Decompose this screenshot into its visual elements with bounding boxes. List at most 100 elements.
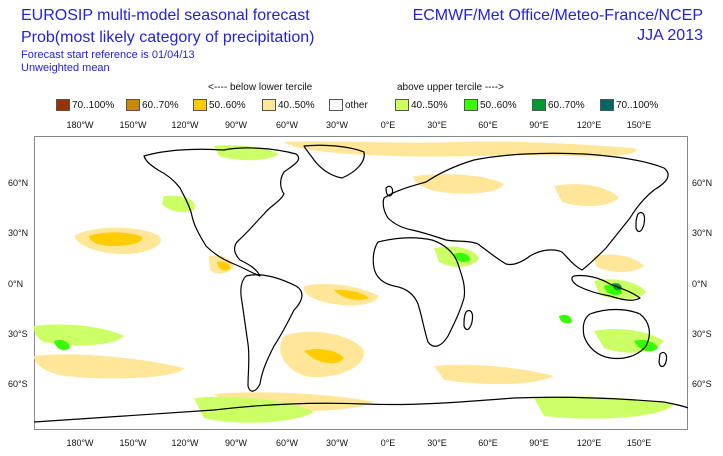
- shade-above-40-50: [34, 324, 124, 346]
- legend-label: 70..100%: [72, 99, 115, 111]
- coast-north-america: [143, 147, 300, 277]
- shade-below-50-60: [217, 261, 231, 271]
- lon-tick-top: 120°W: [171, 120, 199, 130]
- lon-tick-top: 180°W: [66, 120, 94, 130]
- lat-tick-right: 0°N: [692, 279, 708, 289]
- lon-tick-bottom: 90°E: [529, 438, 549, 448]
- lon-tick-top: 60°E: [478, 120, 498, 130]
- lon-tick-bottom: 60°W: [275, 438, 299, 448]
- lon-tick-top: 150°W: [119, 120, 147, 130]
- lat-tick-right: 30°N: [692, 228, 713, 238]
- lon-tick-bottom: 120°E: [576, 438, 602, 448]
- shade-above-40-50: [534, 396, 674, 419]
- legend-label: other: [345, 99, 368, 111]
- lon-tick-bottom: 90°W: [224, 438, 248, 448]
- lat-tick-left: 60°S: [8, 379, 28, 389]
- lon-tick-top: 90°W: [224, 120, 248, 130]
- coast-japan: [635, 211, 646, 233]
- forecast-start-label: Forecast start reference is 01/04/13: [21, 49, 195, 61]
- lon-tick-bottom: 30°E: [427, 438, 447, 448]
- lon-tick-bottom: 150°W: [119, 438, 147, 448]
- coast-new-zealand: [658, 351, 668, 368]
- shade-below-40-50: [434, 364, 554, 385]
- legend-swatch: [532, 99, 546, 111]
- centres-label: ECMWF/Met Office/Meteo-France/NCEP: [412, 7, 703, 24]
- legend-item: other: [329, 98, 368, 112]
- legend-swatch: [262, 99, 276, 111]
- shade-above-50-60: [559, 314, 572, 324]
- lat-tick-left: 30°S: [8, 329, 28, 339]
- shade-above-40-50: [194, 396, 314, 423]
- legend-item: 60..70%: [126, 98, 179, 112]
- legend-swatch: [464, 99, 478, 111]
- lat-tick-left: 30°N: [8, 228, 29, 238]
- coast-south-america: [240, 274, 303, 392]
- legend-label: 40..50%: [278, 99, 315, 111]
- shade-below-50-60: [334, 289, 369, 300]
- map-frame: [34, 136, 688, 430]
- legend-item: 50..60%: [464, 98, 517, 112]
- legend-below-title: <---- below lower tercile: [208, 82, 313, 93]
- legend-label: 60..70%: [142, 99, 179, 111]
- shade-below-40-50: [554, 184, 619, 207]
- lat-tick-right: 60°S: [692, 379, 712, 389]
- lon-tick-top: 120°E: [576, 120, 602, 130]
- legend-label: 50..60%: [480, 99, 517, 111]
- lon-tick-top: 0°E: [380, 120, 396, 130]
- legend-swatch: [56, 99, 70, 111]
- legend-swatch: [126, 99, 140, 111]
- shade-below-40-50: [413, 174, 504, 194]
- legend-label: 50..60%: [209, 99, 246, 111]
- lat-tick-right: 60°N: [692, 178, 713, 188]
- legend-label: 40..50%: [411, 99, 448, 111]
- shade-below-40-50: [594, 254, 644, 272]
- shade-above-40-50: [162, 195, 195, 212]
- legend-swatch: [395, 99, 409, 111]
- legend-item: 40..50%: [395, 98, 448, 112]
- legend-item: 40..50%: [262, 98, 315, 112]
- legend-item: 70..100%: [56, 98, 114, 112]
- probability-map: [34, 136, 688, 430]
- lat-tick-left: 60°N: [8, 178, 29, 188]
- coast-antarctica: [34, 396, 688, 423]
- weighting-label: Unweighted mean: [21, 62, 110, 74]
- lon-tick-bottom: 120°W: [171, 438, 199, 448]
- legend-label: 60..70%: [548, 99, 585, 111]
- legend: 70..100% 60..70% 50..60% 40..50% other 4…: [56, 98, 676, 114]
- legend-item: 50..60%: [193, 98, 246, 112]
- shade-below-50-60: [304, 348, 344, 364]
- lon-tick-bottom: 180°W: [66, 438, 94, 448]
- coast-madagascar: [463, 309, 474, 331]
- season-label: JJA 2013: [637, 27, 703, 44]
- legend-item: 70..100%: [600, 98, 658, 112]
- legend-swatch: [193, 99, 207, 111]
- shade-above-50-60: [454, 252, 470, 262]
- coast-greenland: [303, 144, 365, 179]
- coast-british-isles: [385, 185, 394, 197]
- lon-tick-bottom: 30°W: [325, 438, 349, 448]
- coast-australia: [582, 308, 650, 360]
- legend-above-title: above upper tercile ---->: [397, 82, 504, 93]
- lon-tick-top: 90°E: [529, 120, 549, 130]
- legend-swatch: [329, 99, 343, 111]
- lon-tick-bottom: 0°E: [380, 438, 396, 448]
- lon-tick-top: 30°E: [427, 120, 447, 130]
- land-outlines: [34, 144, 688, 423]
- coast-eurasia: [382, 152, 669, 271]
- coast-maritime-continent: [571, 274, 641, 301]
- lon-tick-top: 150°E: [626, 120, 652, 130]
- title-line-2: Prob(most likely category of precipitati…: [21, 29, 315, 46]
- shade-above-50-60: [54, 339, 70, 350]
- legend-label: 70..100%: [616, 99, 659, 111]
- lon-tick-bottom: 150°E: [626, 438, 652, 448]
- shade-below-40-50: [34, 354, 184, 379]
- lat-tick-right: 30°S: [692, 329, 712, 339]
- lat-tick-left: 0°N: [8, 279, 24, 289]
- lon-tick-top: 60°W: [275, 120, 299, 130]
- legend-swatch: [600, 99, 614, 111]
- shade-below-50-60: [89, 232, 143, 246]
- legend-item: 60..70%: [532, 98, 585, 112]
- title-line-1: EUROSIP multi-model seasonal forecast: [21, 7, 310, 24]
- lon-tick-bottom: 60°E: [478, 438, 498, 448]
- lon-tick-top: 30°W: [325, 120, 349, 130]
